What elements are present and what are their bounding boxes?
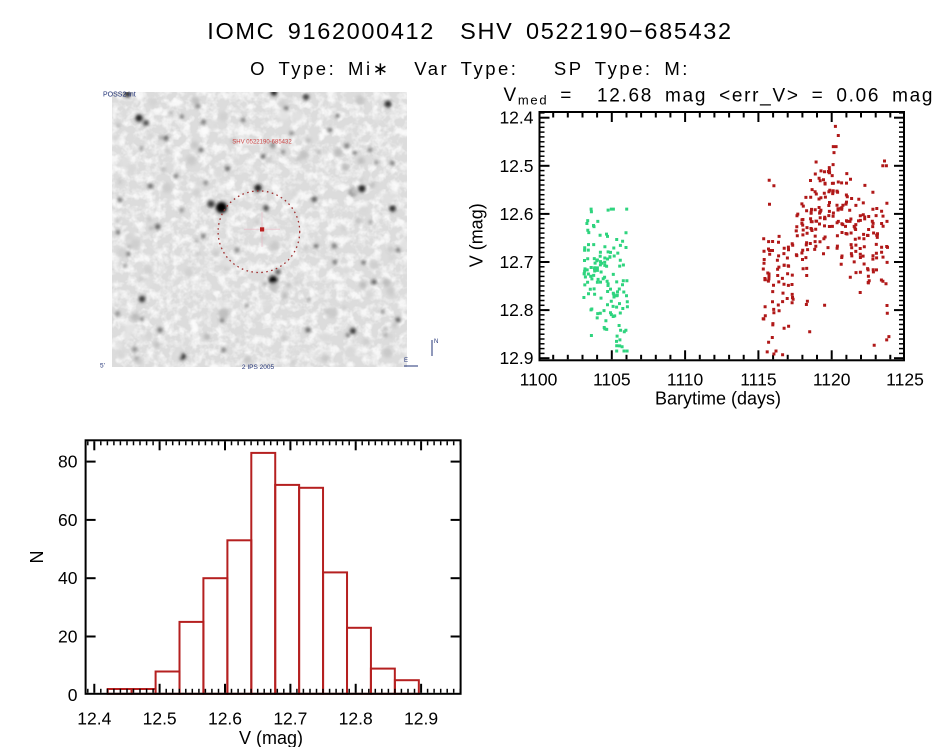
svg-text:O Type: Mi∗ Var Type: SP Ty: O Type: Mi∗ Var Type: SP Type: M: <box>250 58 690 79</box>
svg-text:12.9: 12.9 <box>404 709 438 729</box>
svg-text:Vmed = 12.68 mag <err_V> = 0.: Vmed = 12.68 mag <err_V> = 0.06 mag <box>504 85 935 107</box>
svg-text:N: N <box>27 551 47 564</box>
svg-text:2 IPS 2005: 2 IPS 2005 <box>242 364 275 371</box>
svg-text:12.6: 12.6 <box>208 709 242 729</box>
svg-text:12.6: 12.6 <box>499 204 533 224</box>
svg-text:1115: 1115 <box>740 370 776 390</box>
svg-text:1125: 1125 <box>886 370 924 390</box>
svg-text:20: 20 <box>58 627 78 647</box>
svg-text:V (mag): V (mag) <box>466 203 486 267</box>
svg-text:SHV 0522190-685432: SHV 0522190-685432 <box>232 140 292 146</box>
svg-text:12.5: 12.5 <box>143 709 177 729</box>
svg-text:40: 40 <box>58 568 78 588</box>
svg-text:12.4: 12.4 <box>499 108 533 128</box>
svg-text:5': 5' <box>100 363 105 370</box>
svg-text:E: E <box>404 358 408 364</box>
svg-text:12.7: 12.7 <box>273 709 307 729</box>
svg-text:1110: 1110 <box>667 370 704 390</box>
svg-text:1105: 1105 <box>593 370 631 390</box>
svg-text:1100: 1100 <box>520 370 558 390</box>
svg-text:1120: 1120 <box>813 370 851 390</box>
svg-text:80: 80 <box>58 452 78 472</box>
svg-text:12.4: 12.4 <box>77 709 111 729</box>
svg-text:0: 0 <box>68 685 78 705</box>
svg-text:12.8: 12.8 <box>499 300 533 320</box>
svg-text:IOMC 9162000412 SHV 0522190−6: IOMC 9162000412 SHV 0522190−685432 <box>207 18 732 44</box>
svg-text:POSS2 int: POSS2 int <box>103 92 136 99</box>
svg-text:12.9: 12.9 <box>499 348 533 368</box>
svg-text:V (mag): V (mag) <box>239 728 303 747</box>
svg-text:12.5: 12.5 <box>499 156 533 176</box>
svg-text:N: N <box>434 339 438 345</box>
svg-text:60: 60 <box>58 510 78 530</box>
svg-text:12.7: 12.7 <box>499 252 533 272</box>
svg-text:12.8: 12.8 <box>339 709 373 729</box>
svg-text:Barytime (days): Barytime (days) <box>655 389 781 409</box>
